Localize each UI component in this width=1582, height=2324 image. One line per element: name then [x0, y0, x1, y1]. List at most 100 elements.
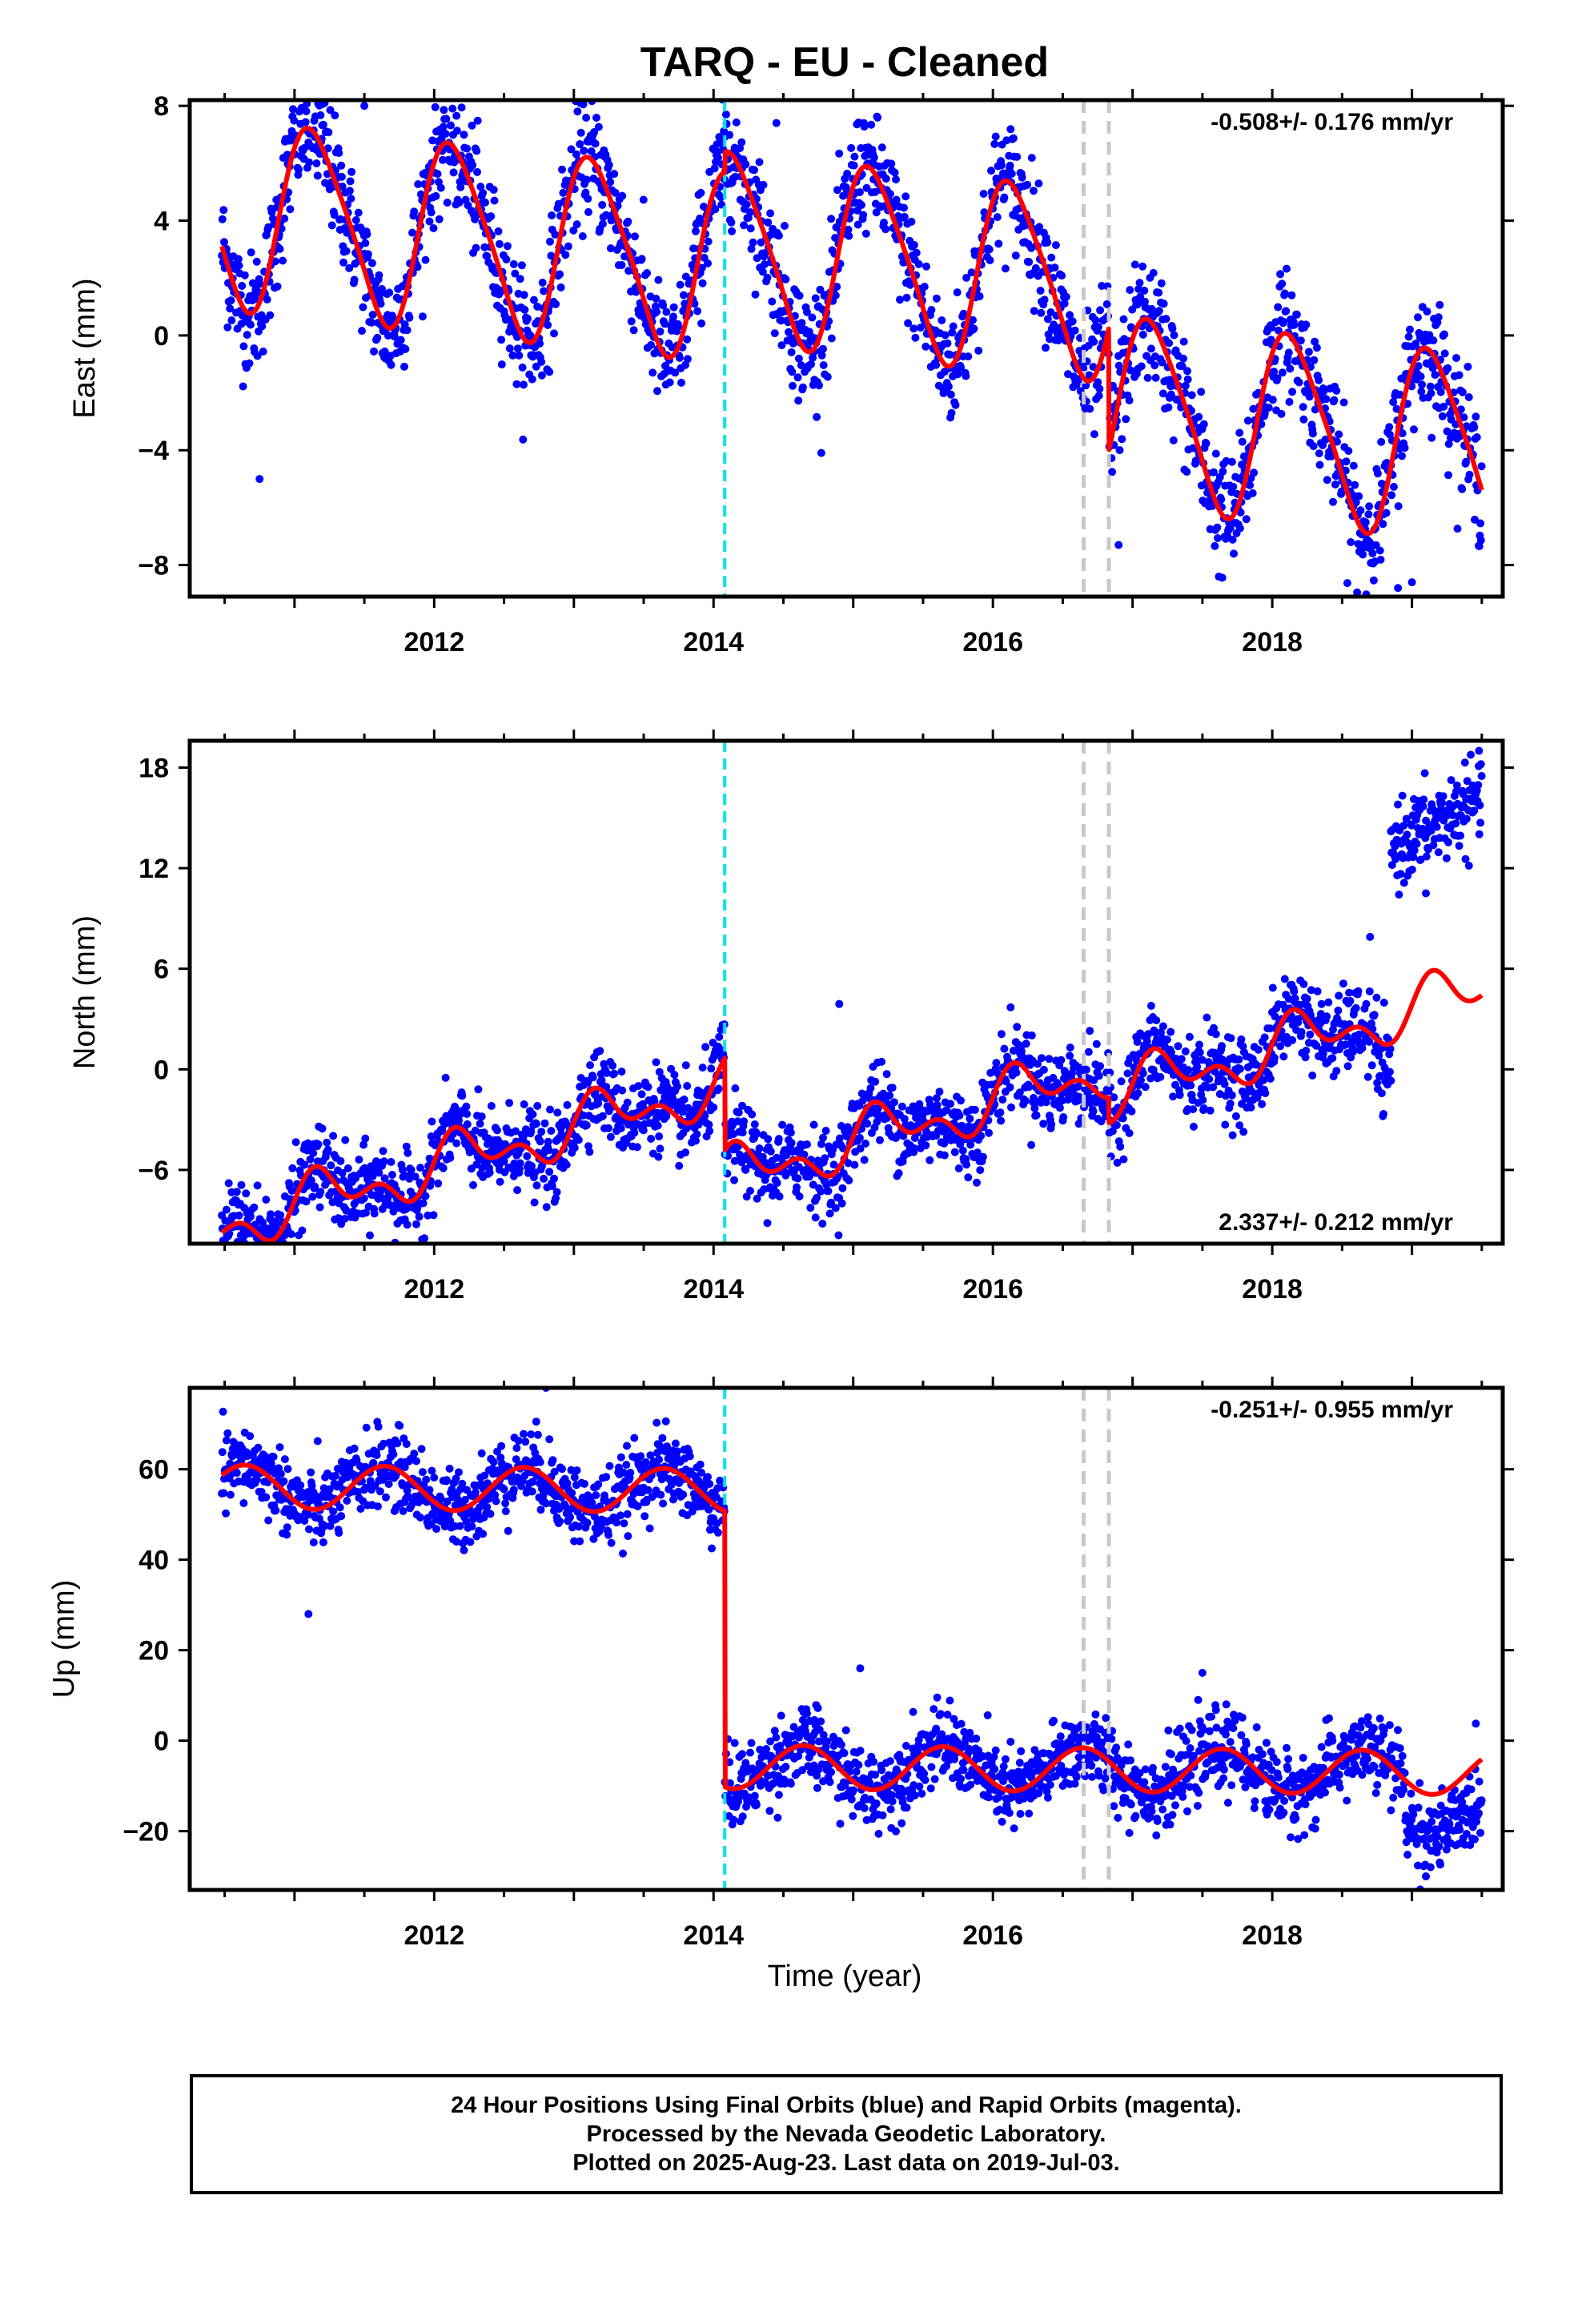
data-point — [1329, 497, 1337, 506]
data-point — [1315, 460, 1324, 469]
data-point — [387, 1171, 396, 1179]
data-point — [413, 263, 422, 271]
data-point — [914, 259, 923, 268]
data-point — [335, 1503, 344, 1512]
data-point — [954, 370, 962, 379]
data-point — [283, 1465, 292, 1474]
data-point — [251, 1220, 259, 1229]
data-point — [1125, 1129, 1134, 1137]
data-point — [1179, 337, 1188, 346]
data-point — [218, 215, 227, 223]
data-point — [1286, 364, 1295, 373]
data-point — [857, 201, 865, 209]
data-point — [823, 372, 832, 381]
data-point — [737, 138, 746, 147]
data-point — [1420, 769, 1429, 778]
data-point — [255, 1252, 263, 1261]
data-point — [487, 212, 496, 221]
data-point — [1332, 1067, 1341, 1076]
data-point — [697, 188, 705, 197]
x-tick-label: 2012 — [404, 627, 464, 657]
data-point — [527, 1127, 536, 1136]
data-point — [573, 107, 582, 116]
data-point — [1235, 524, 1244, 533]
data-point — [881, 225, 890, 234]
data-point — [489, 186, 498, 194]
data-point — [954, 1164, 963, 1172]
data-point — [485, 1168, 494, 1177]
data-point — [777, 316, 785, 325]
data-point — [412, 1244, 420, 1252]
data-point — [1460, 758, 1469, 767]
data-point — [1370, 1011, 1379, 1019]
data-point — [1474, 781, 1483, 790]
data-point — [698, 279, 707, 287]
data-point — [1012, 1068, 1021, 1077]
data-point — [1282, 307, 1291, 316]
data-point — [238, 282, 247, 290]
data-point — [517, 261, 526, 270]
data-point — [876, 1136, 884, 1144]
data-point — [877, 143, 886, 152]
data-point — [817, 1140, 825, 1148]
data-point — [267, 1210, 275, 1219]
data-point — [273, 282, 282, 291]
data-point — [1134, 1089, 1142, 1098]
data-point — [516, 275, 524, 283]
data-point — [376, 300, 385, 308]
data-point — [958, 1146, 967, 1155]
data-point — [1006, 1083, 1014, 1092]
data-point — [797, 319, 806, 328]
data-point — [431, 103, 440, 111]
data-point — [300, 143, 309, 152]
data-point — [250, 1261, 258, 1269]
data-point — [1158, 358, 1166, 367]
data-point — [1351, 1003, 1360, 1012]
data-point — [1235, 1055, 1243, 1063]
data-point — [969, 316, 977, 324]
data-point — [1467, 750, 1475, 759]
data-point — [861, 229, 870, 238]
data-point — [1219, 467, 1227, 476]
data-point — [1364, 510, 1373, 519]
data-point — [892, 175, 900, 184]
data-point — [662, 1112, 671, 1120]
data-point — [637, 255, 646, 263]
y-tick-label: −4 — [138, 436, 169, 466]
data-point — [552, 1188, 561, 1196]
data-point — [617, 1068, 626, 1076]
data-point — [572, 150, 580, 159]
plot-area — [218, 1388, 1486, 1890]
data-point — [411, 1172, 420, 1181]
data-point — [932, 294, 941, 303]
data-point — [1130, 260, 1139, 269]
data-point — [226, 1490, 235, 1499]
data-point — [746, 224, 755, 233]
data-point — [1086, 1027, 1094, 1035]
data-point — [1162, 315, 1170, 324]
data-point — [1464, 362, 1472, 371]
data-point — [675, 353, 684, 362]
data-point — [1227, 457, 1236, 466]
data-point — [835, 999, 844, 1008]
data-point — [1098, 282, 1106, 290]
data-point — [1094, 378, 1102, 387]
data-point — [734, 1108, 743, 1117]
data-point — [617, 261, 626, 269]
data-point — [427, 1132, 436, 1140]
data-point — [631, 232, 639, 241]
data-point — [1187, 391, 1196, 400]
data-point — [786, 1128, 795, 1137]
data-point — [710, 164, 719, 173]
data-point — [727, 218, 736, 227]
data-point — [835, 149, 844, 158]
data-point — [888, 1084, 897, 1092]
data-point — [372, 1451, 381, 1460]
data-point — [441, 1073, 450, 1082]
data-point — [778, 1120, 787, 1129]
data-point — [941, 331, 950, 340]
data-point — [503, 242, 512, 251]
data-point — [1368, 549, 1377, 557]
data-point — [881, 175, 890, 183]
